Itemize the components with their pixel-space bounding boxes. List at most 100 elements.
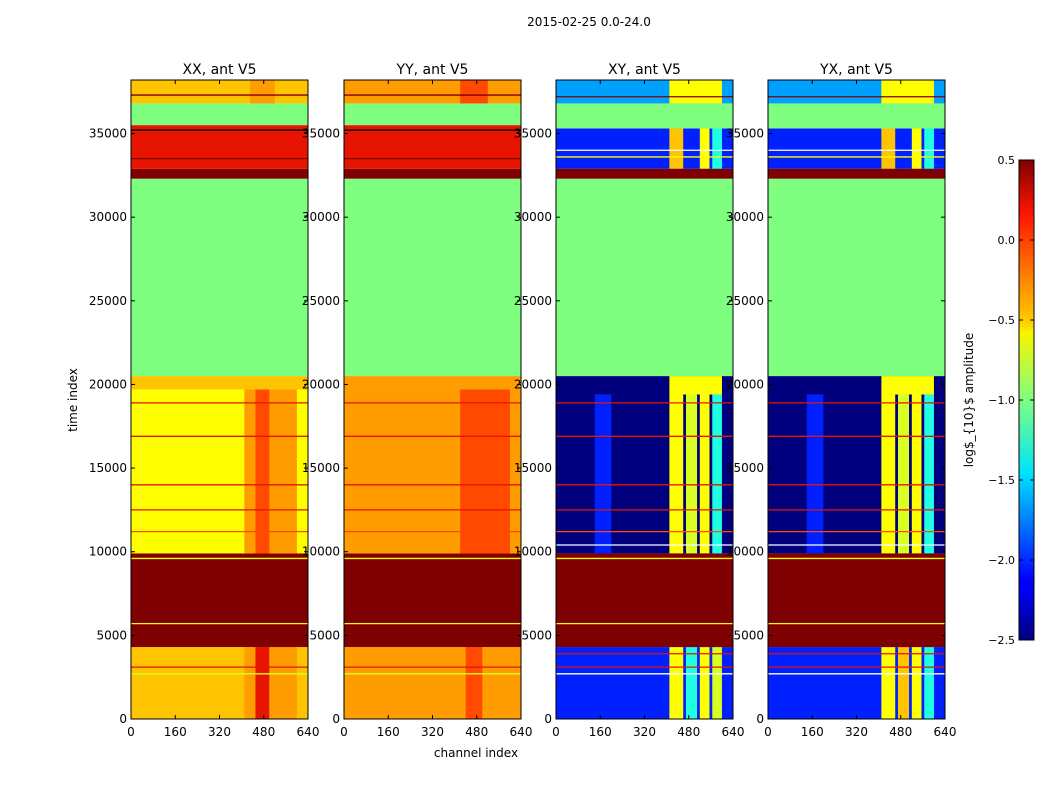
x-tick-label: 480 [465,725,488,739]
panel-title: XX, ant V5 [183,62,257,78]
heatmap-streak [465,647,483,719]
heatmap-streak [685,647,698,719]
x-tick-label: 320 [208,725,231,739]
heatmap-streak [712,647,722,719]
heatmap-band [556,103,733,129]
colorbar-ticks: 0.5 0.0 −0.5 −1.0 −1.5 −2.0 −2.5 [988,154,1034,647]
heatmap-band [556,553,733,648]
x-tick-label: 160 [377,725,400,739]
heatmap-streak [244,389,297,554]
y-tick-label: 30000 [302,210,340,224]
x-tick-label: 0 [127,725,135,739]
heatmap-streak [255,647,270,719]
x-axis-label: channel index [434,746,518,760]
x-tick-label: 160 [589,725,612,739]
y-tick-label: 0 [119,712,127,726]
x-tick-label: 320 [421,725,444,739]
panel-4: YX, ant V5 0 160 320 480 640 0 5000 10000 15000 20… [726,62,957,739]
y-tick-label: 15000 [514,461,552,475]
heatmap-streak [699,394,710,554]
x-tick-label: 640 [297,725,320,739]
heatmap-streak [881,376,934,395]
x-tick-label: 0 [340,725,348,739]
colorbar-tick-label: 0.0 [998,234,1016,247]
heatmap-streak [911,647,922,719]
colorbar-tick-label: −1.5 [988,474,1015,487]
x-tick-label: 480 [889,725,912,739]
y-tick-label: 20000 [726,377,764,391]
heatmap-streak [806,394,824,554]
y-tick-label: 5000 [733,628,764,642]
y-tick-label: 25000 [302,294,340,308]
y-tick-label: 30000 [89,210,127,224]
y-tick-label: 25000 [89,294,127,308]
y-tick-label: 35000 [302,127,340,141]
heatmap-streak [669,394,684,554]
heatmap-streak [460,80,488,104]
heatmap-streak [669,80,722,104]
y-tick-label: 20000 [514,377,552,391]
y-axis-label: time index [66,368,80,432]
heatmap-band [344,178,521,377]
colorbar-tick-label: −0.5 [988,314,1015,327]
heatmap-band [556,178,733,377]
heatmap-streak [924,647,934,719]
panel-title: YY, ant V5 [396,62,469,78]
colorbar-label: log$_{10}$ amplitude [962,333,976,468]
y-tick-label: 10000 [726,545,764,559]
y-tick-label: 0 [756,712,764,726]
y-tick-label: 15000 [726,461,764,475]
heatmap-streak [911,394,922,554]
panel-title: YX, ant V5 [819,62,893,78]
y-tick-label: 30000 [726,210,764,224]
heatmap-band [131,103,308,126]
heatmap-streak [249,80,275,104]
y-tick-label: 35000 [726,127,764,141]
heatmap-band [131,376,308,390]
y-tick-label: 5000 [521,628,552,642]
heatmap-streak [594,394,612,554]
heatmap-streak [897,394,910,554]
y-tick-label: 20000 [302,377,340,391]
heatmap-streak [897,647,910,719]
panel-2: YY, ant V5 0 160 320 480 640 0 5000 10000 15000 20… [302,62,533,739]
y-tick-label: 10000 [514,545,552,559]
heatmap-band [768,553,945,648]
heatmap-band [131,553,308,648]
heatmap-band [768,168,945,179]
y-tick-label: 0 [332,712,340,726]
heatmap-streak [131,125,308,169]
heatmap-streak [244,647,297,719]
colorbar-tick-label: −2.5 [988,634,1015,647]
heatmap-band [344,376,521,390]
heatmap-streak [881,394,896,554]
heatmap-streak [712,394,722,554]
x-tick-label: 320 [633,725,656,739]
x-tick-label: 160 [164,725,187,739]
heatmap-streak [881,80,934,104]
x-tick-label: 640 [510,725,533,739]
heatmap-band [131,168,308,179]
x-tick-label: 320 [845,725,868,739]
heatmap-band [344,647,521,719]
x-tick-label: 480 [252,725,275,739]
heatmap-streak [669,128,684,169]
y-tick-label: 35000 [514,127,552,141]
heatmap-band [768,103,945,129]
y-tick-label: 5000 [96,628,127,642]
heatmap-band [344,103,521,126]
heatmap-streak [460,389,510,554]
figure-title: 2015-02-25 0.0-24.0 [527,15,651,29]
heatmap-band [344,168,521,179]
x-tick-label: 640 [722,725,745,739]
colorbar: 0.5 0.0 −0.5 −1.0 −1.5 −2.0 −2.5 log$_{10}$ am… [962,154,1035,647]
heatmap-band [768,178,945,377]
heatmap-streak [924,128,934,169]
heatmap-band [131,178,308,377]
colorbar-tick-label: −2.0 [988,554,1015,567]
y-tick-label: 15000 [89,461,127,475]
heatmap-band [556,168,733,179]
heatmap-streak [881,647,896,719]
heatmap-band [344,553,521,648]
